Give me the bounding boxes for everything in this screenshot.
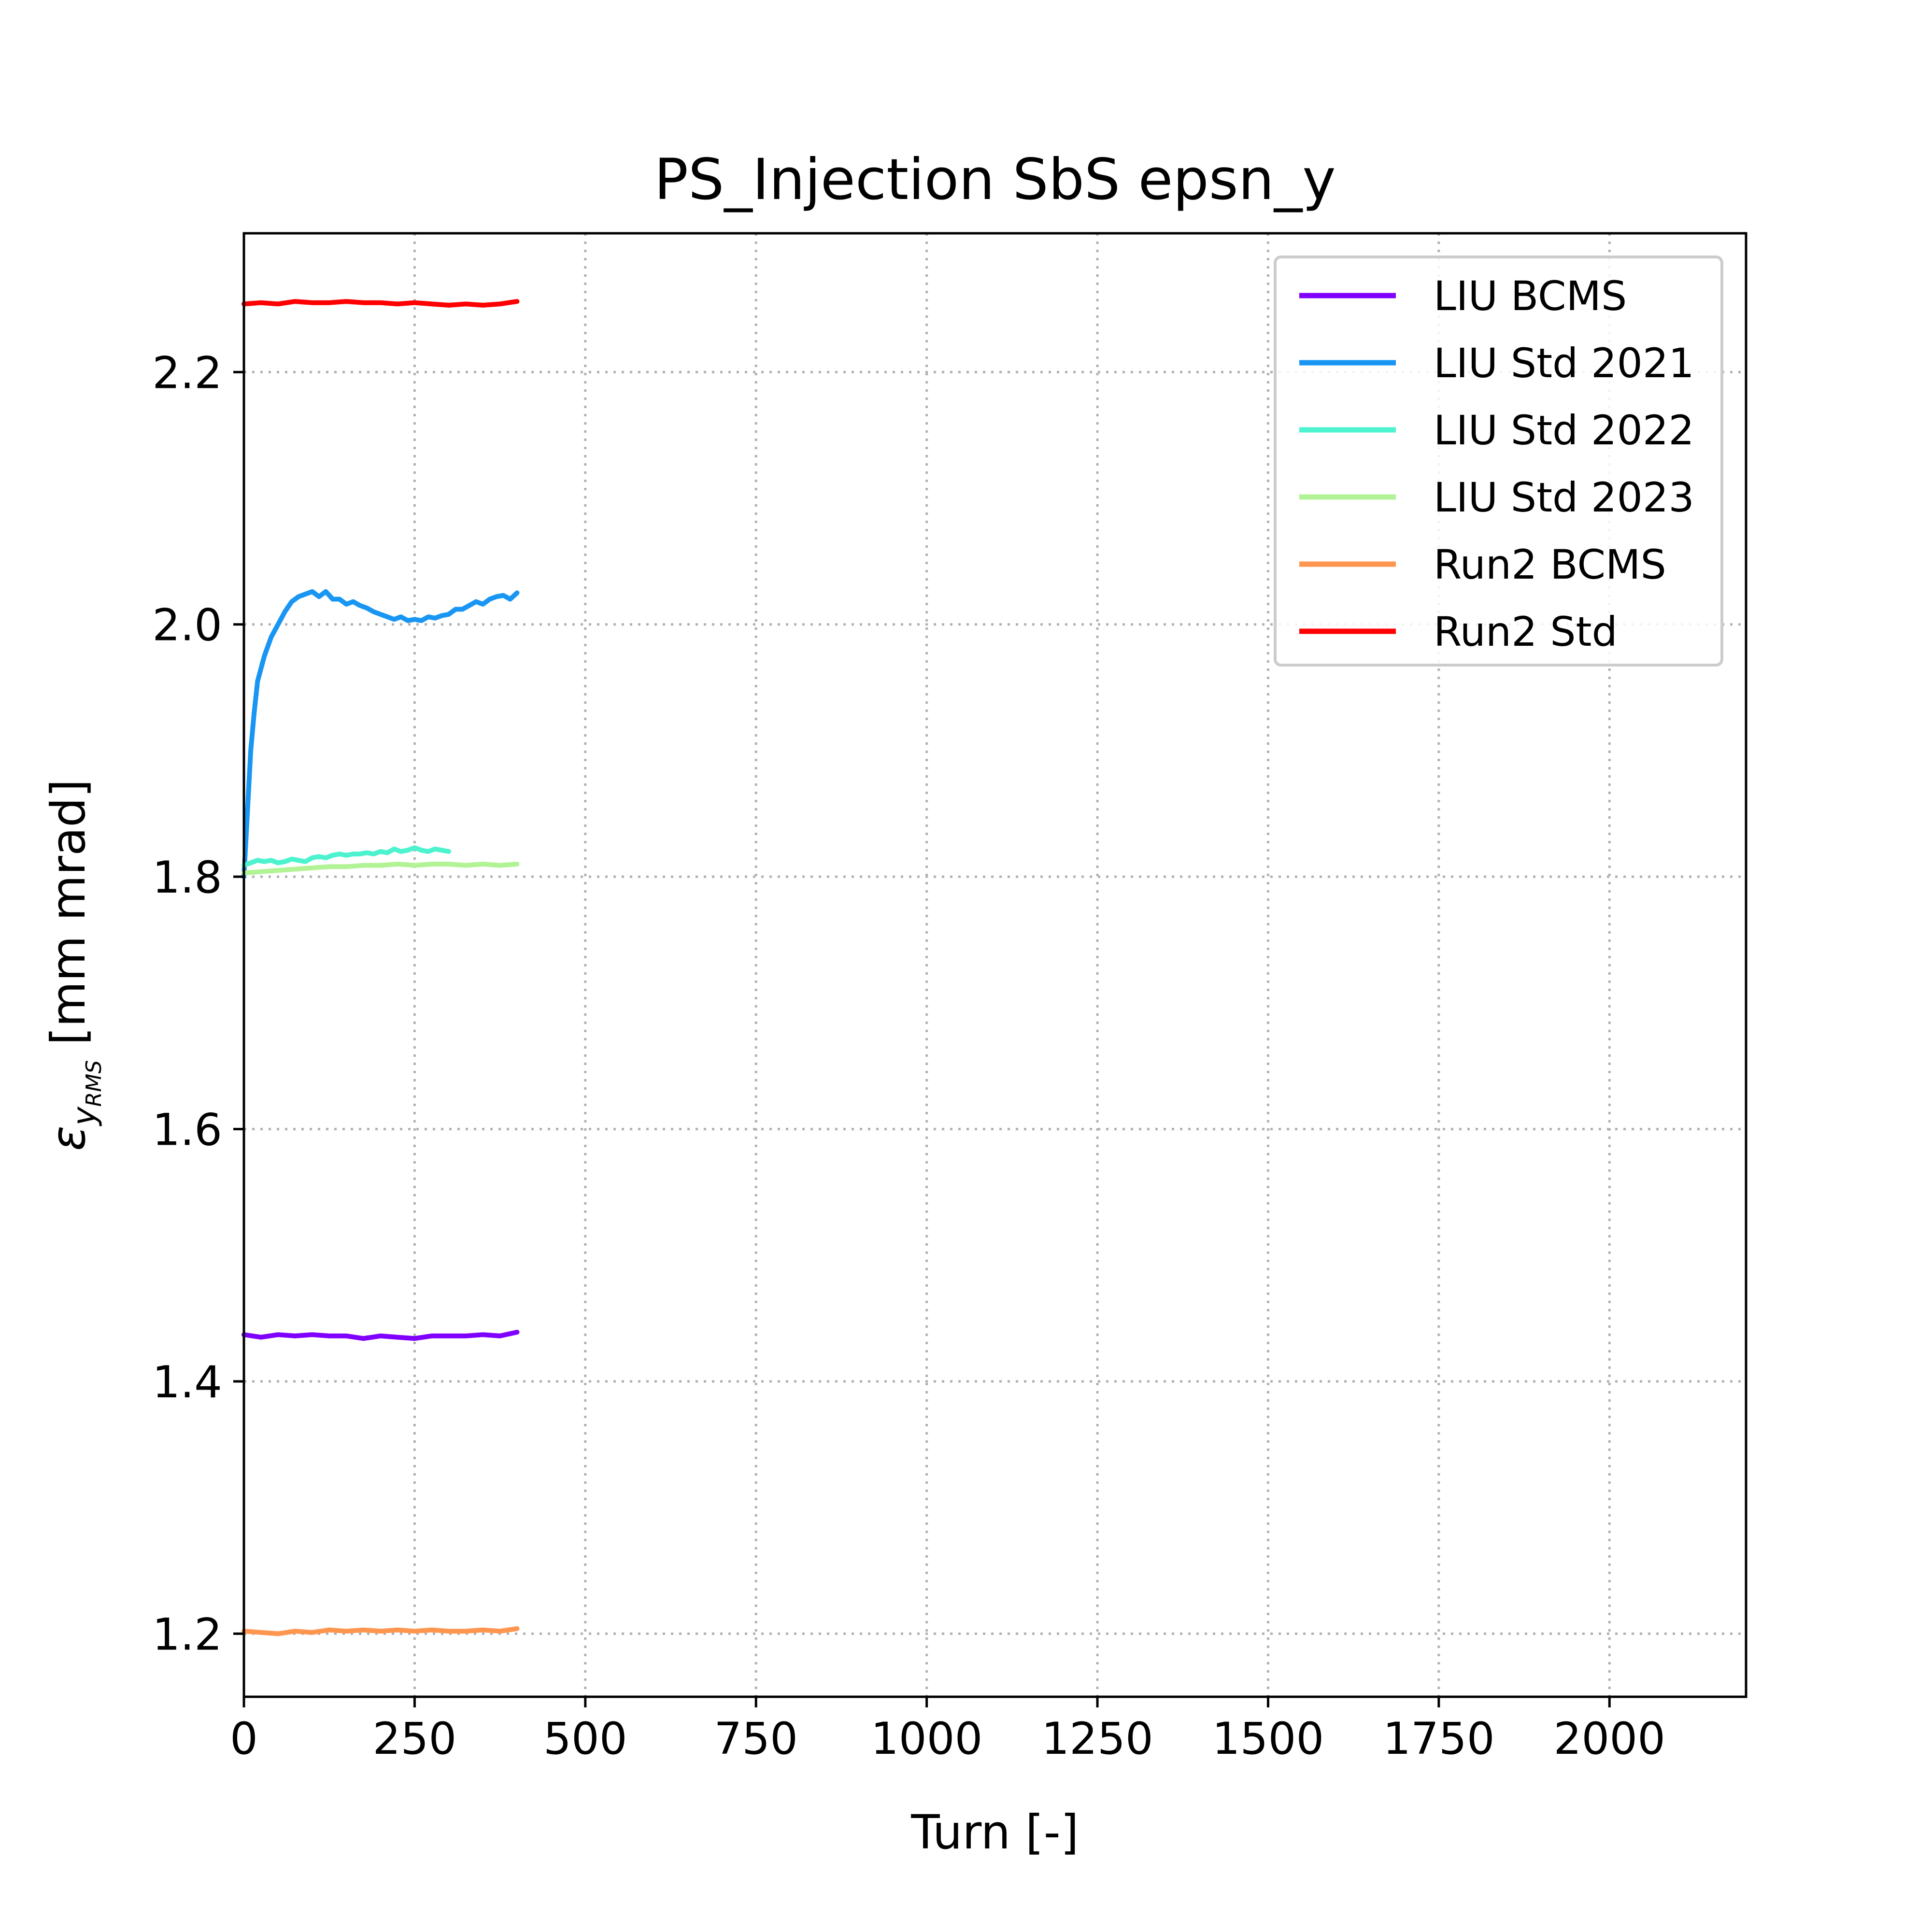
legend-label-run2-std: Run2 Std — [1434, 608, 1618, 655]
x-tick-label: 1500 — [1212, 1714, 1324, 1764]
legend-label-liu-bcms: LIU BCMS — [1434, 272, 1627, 320]
y-tick-label: 2.0 — [152, 600, 222, 651]
y-tick-label: 1.8 — [152, 852, 222, 903]
legend-label-liu-std-2022: LIU Std 2022 — [1434, 407, 1694, 454]
chart-title: PS_Injection SbS epsn_y — [654, 146, 1335, 213]
legend-label-liu-std-2023: LIU Std 2023 — [1434, 474, 1694, 521]
x-axis-label: Turn [-] — [910, 1805, 1079, 1860]
plot-frame — [242, 232, 1747, 1698]
x-tick-label: 1750 — [1383, 1714, 1495, 1764]
y-axis: 1.2 1.4 1.6 1.8 2.0 2.2 — [152, 348, 244, 1660]
y-label-unit: [mm mrad] — [41, 779, 96, 1060]
series-line-run2-bcms — [242, 1626, 520, 1636]
series-line-liu-std-2021 — [242, 589, 520, 880]
series-line-run2-std — [242, 299, 520, 308]
series-line-liu-std-2023 — [242, 862, 520, 876]
x-axis: 0 250 500 750 1000 1250 1500 1750 2000 — [230, 1697, 1665, 1764]
legend-label-run2-bcms: Run2 BCMS — [1434, 541, 1666, 588]
series-line-liu-bcms — [242, 1330, 520, 1341]
y-tick-label: 2.2 — [152, 348, 222, 398]
x-tick-label: 1000 — [871, 1714, 983, 1764]
legend: LIU BCMS LIU Std 2021 LIU Std 2022 LIU Std … — [1274, 256, 1723, 667]
x-tick-label: 750 — [714, 1714, 798, 1764]
y-label-subsubscript: RMS — [82, 1060, 106, 1107]
series-line-liu-std-2022 — [242, 845, 452, 868]
x-tick-label: 500 — [543, 1714, 627, 1764]
y-axis-label: εyRMS [mm mrad] — [41, 779, 106, 1151]
y-tick-label: 1.4 — [152, 1357, 222, 1408]
x-tick-label: 2000 — [1553, 1714, 1665, 1764]
x-tick-label: 0 — [230, 1714, 258, 1764]
legend-items: LIU BCMS LIU Std 2021 LIU Std 2022 LIU Std … — [1299, 272, 1694, 655]
x-tick-label: 1250 — [1041, 1714, 1153, 1764]
y-label-subscript: y — [66, 1106, 103, 1126]
y-tick-label: 1.6 — [152, 1105, 222, 1156]
y-label-symbol: ε — [41, 1125, 96, 1151]
series-group — [242, 299, 520, 1636]
x-tick-label: 250 — [373, 1714, 457, 1764]
svg-text:εyRMS [mm mrad]: εyRMS [mm mrad] — [41, 779, 106, 1151]
y-tick-label: 1.2 — [152, 1609, 222, 1660]
legend-label-liu-std-2021: LIU Std 2021 — [1434, 340, 1694, 387]
